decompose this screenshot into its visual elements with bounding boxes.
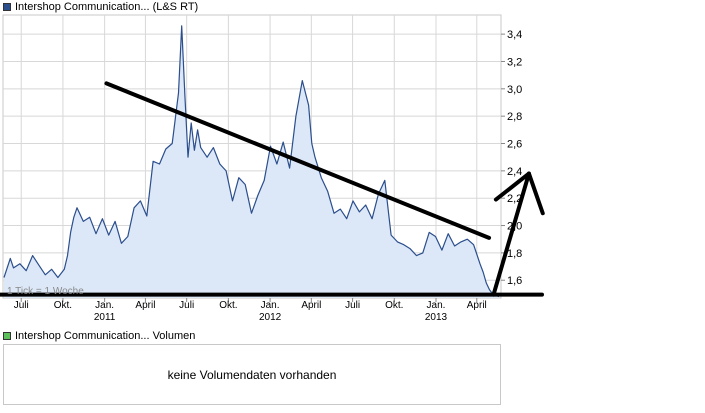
price-legend: Intershop Communication... (L&S RT) — [3, 1, 198, 13]
y-tick-label: 2,2 — [507, 193, 522, 205]
price-line — [3, 25, 500, 298]
annotations — [0, 81, 545, 297]
x-tick-label: Okt. — [219, 300, 237, 311]
x-tick-label: April — [467, 300, 487, 311]
x-year-label: 2012 — [259, 312, 282, 323]
y-tick-label: 1,6 — [507, 275, 522, 287]
tick-note: 1 Tick = 1 Woche — [7, 286, 84, 297]
x-tick-label: April — [301, 300, 321, 311]
x-tick-label: Juli — [14, 300, 29, 311]
x-tick-label: Jan. — [95, 300, 114, 311]
x-tick-label: Juli — [345, 300, 360, 311]
volume-legend: Intershop Communication... Volumen — [3, 330, 195, 342]
y-tick-label: 3,4 — [507, 29, 522, 41]
price-area — [3, 25, 500, 299]
arrow-head-stroke — [493, 171, 531, 202]
x-year-label: 2013 — [425, 312, 448, 323]
volume-legend-swatch — [3, 332, 11, 340]
y-tick-label: 2,6 — [507, 139, 522, 151]
descending-trendline — [104, 81, 492, 240]
price-chart: 1,61,82,02,22,42,62,83,03,23,4JuliOkt.Ja… — [0, 14, 545, 323]
price-legend-swatch — [3, 3, 11, 11]
y-tick-label: 2,4 — [507, 166, 522, 178]
y-tick-label: 1,8 — [507, 248, 522, 260]
volume-panel: keine Volumendaten vorhanden — [3, 344, 501, 405]
volume-empty-message: keine Volumendaten vorhanden — [167, 367, 337, 382]
arrow-head-stroke — [526, 171, 545, 216]
x-tick-label: Juli — [179, 300, 194, 311]
y-tick-label: 3,0 — [507, 84, 522, 96]
y-tick-label: 2,8 — [507, 111, 522, 123]
volume-legend-label: Intershop Communication... Volumen — [15, 330, 196, 342]
x-tick-label: Okt. — [54, 300, 72, 311]
breakout-arrow — [491, 171, 531, 297]
x-tick-label: Okt. — [385, 300, 403, 311]
x-tick-label: April — [135, 300, 155, 311]
y-tick-label: 3,2 — [507, 56, 522, 68]
x-tick-label: Jan. — [427, 300, 446, 311]
price-legend-label: Intershop Communication... (L&S RT) — [15, 1, 199, 13]
x-year-label: 2011 — [94, 312, 116, 323]
axes: 1,61,82,02,22,42,62,83,03,23,4JuliOkt.Ja… — [14, 29, 523, 323]
x-tick-label: Jan. — [261, 300, 280, 311]
price-area-fill — [4, 25, 499, 299]
